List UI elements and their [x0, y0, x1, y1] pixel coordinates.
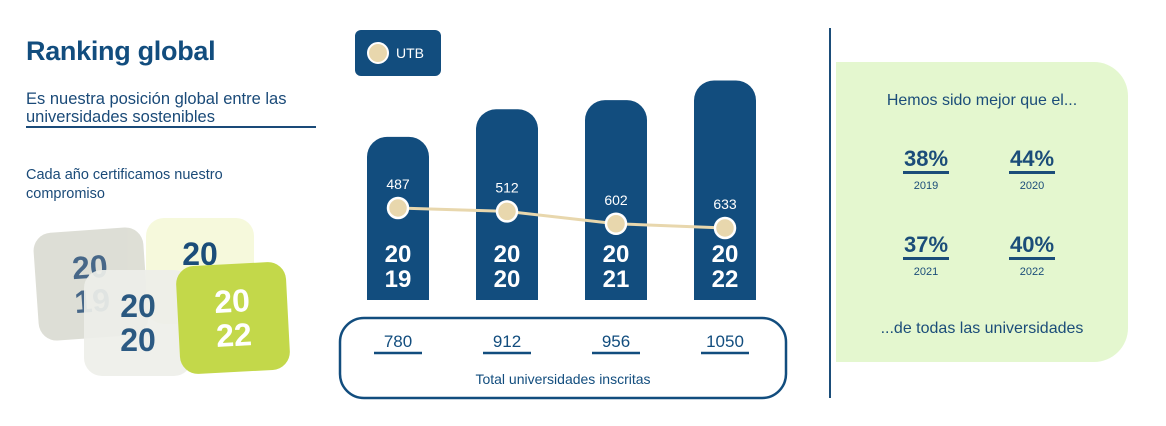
data-label: 512 — [495, 179, 519, 195]
bar-base — [694, 276, 756, 300]
bar-base — [476, 276, 538, 300]
section-divider — [829, 28, 831, 398]
stat-year: 2021 — [913, 266, 939, 278]
stat-percent: 38% — [902, 148, 950, 174]
total-value: 956 — [602, 332, 630, 351]
data-point — [713, 216, 737, 240]
data-label: 633 — [713, 196, 737, 212]
totals-box — [338, 316, 788, 400]
bar-base — [367, 276, 429, 300]
bar — [585, 100, 647, 300]
bar-base — [585, 276, 647, 300]
stat-2022: 40% 2022 — [992, 234, 1072, 278]
panel-footer: ...de todas las universidades — [880, 320, 1084, 337]
legend-box — [355, 30, 441, 76]
bar — [694, 80, 756, 300]
stat-percent: 44% — [1008, 148, 1056, 174]
total-value: 1050 — [706, 332, 744, 351]
data-label: 487 — [386, 176, 410, 192]
bar-label: 20 — [603, 241, 630, 268]
tile-text: 20 — [120, 288, 156, 324]
bar-label: 20 — [712, 241, 739, 268]
bar-label: 19 — [385, 266, 412, 293]
stat-year: 2020 — [1019, 180, 1045, 192]
stat-2021: 37% 2021 — [886, 234, 966, 278]
tile-text: 22 — [215, 316, 253, 354]
data-label: 602 — [604, 192, 628, 208]
page-title: Ranking global — [26, 36, 216, 66]
bar-label: 21 — [603, 266, 630, 293]
page-subtitle-secondary: Cada año certificamos nuestro compromiso — [26, 167, 223, 202]
bar-label: 20 — [385, 241, 412, 268]
bar-label: 22 — [712, 266, 739, 293]
comparison-panel: Hemos sido mejor que el... 38% 2019 44% … — [836, 62, 1128, 362]
panel-heading: Hemos sido mejor que el... — [886, 92, 1078, 109]
page-subtitle-text: Es nuestra posición global entre las uni… — [26, 90, 316, 128]
totals-label: Total universidades inscritas — [475, 371, 650, 387]
stat-year: 2022 — [1019, 266, 1045, 278]
stat-2020: 44% 2020 — [992, 148, 1072, 192]
stat-percent: 37% — [902, 234, 950, 260]
stat-year: 2019 — [913, 180, 939, 192]
bar-label: 20 — [494, 241, 521, 268]
bar-label: 20 — [494, 266, 521, 293]
series-line — [397, 206, 726, 230]
stat-2019: 38% 2019 — [886, 148, 966, 192]
tile-text: 20 — [120, 322, 156, 358]
legend-label: UTB — [396, 45, 424, 61]
data-point — [386, 196, 410, 220]
total-value: 780 — [384, 332, 412, 351]
year-tile-2022: 20 22 — [175, 261, 291, 375]
tile-text: 20 — [213, 282, 251, 320]
page-subtitle: Es nuestra posición global entre las uni… — [26, 90, 316, 128]
year-tile-2020: 20 20 — [84, 270, 192, 376]
legend-marker — [367, 42, 389, 64]
data-point — [604, 212, 628, 236]
data-point — [495, 200, 519, 223]
total-value: 912 — [493, 332, 521, 351]
stat-percent: 40% — [1008, 234, 1056, 260]
